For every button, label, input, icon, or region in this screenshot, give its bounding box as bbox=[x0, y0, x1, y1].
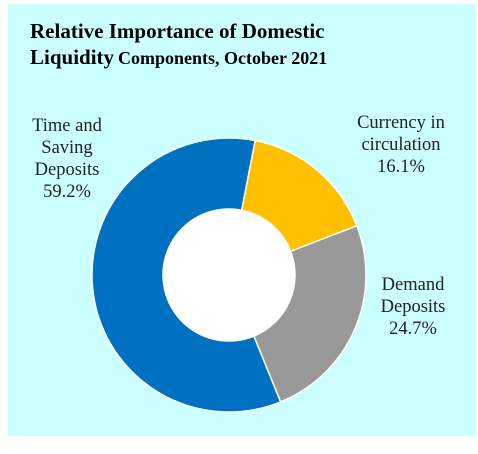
slice-label-demand-deposits: Demand Deposits 24.7% bbox=[381, 275, 446, 339]
slice-label-time-and-saving-deposits: Time and Saving Deposits 59.2% bbox=[32, 116, 102, 202]
chart-title-line2-part2: Components, October 2021 bbox=[118, 48, 328, 68]
chart-title: Relative Importance of Domestic Liquidit… bbox=[30, 18, 450, 73]
slice-label-currency-in-circulation: Currency in circulation 16.1% bbox=[357, 113, 445, 177]
chart-title-line2-part1: Liquidity bbox=[30, 45, 115, 69]
slice-time-and-saving-deposits bbox=[91, 137, 282, 413]
chart-title-line1: Relative Importance of Domestic bbox=[30, 19, 325, 43]
donut-hole bbox=[163, 209, 295, 341]
